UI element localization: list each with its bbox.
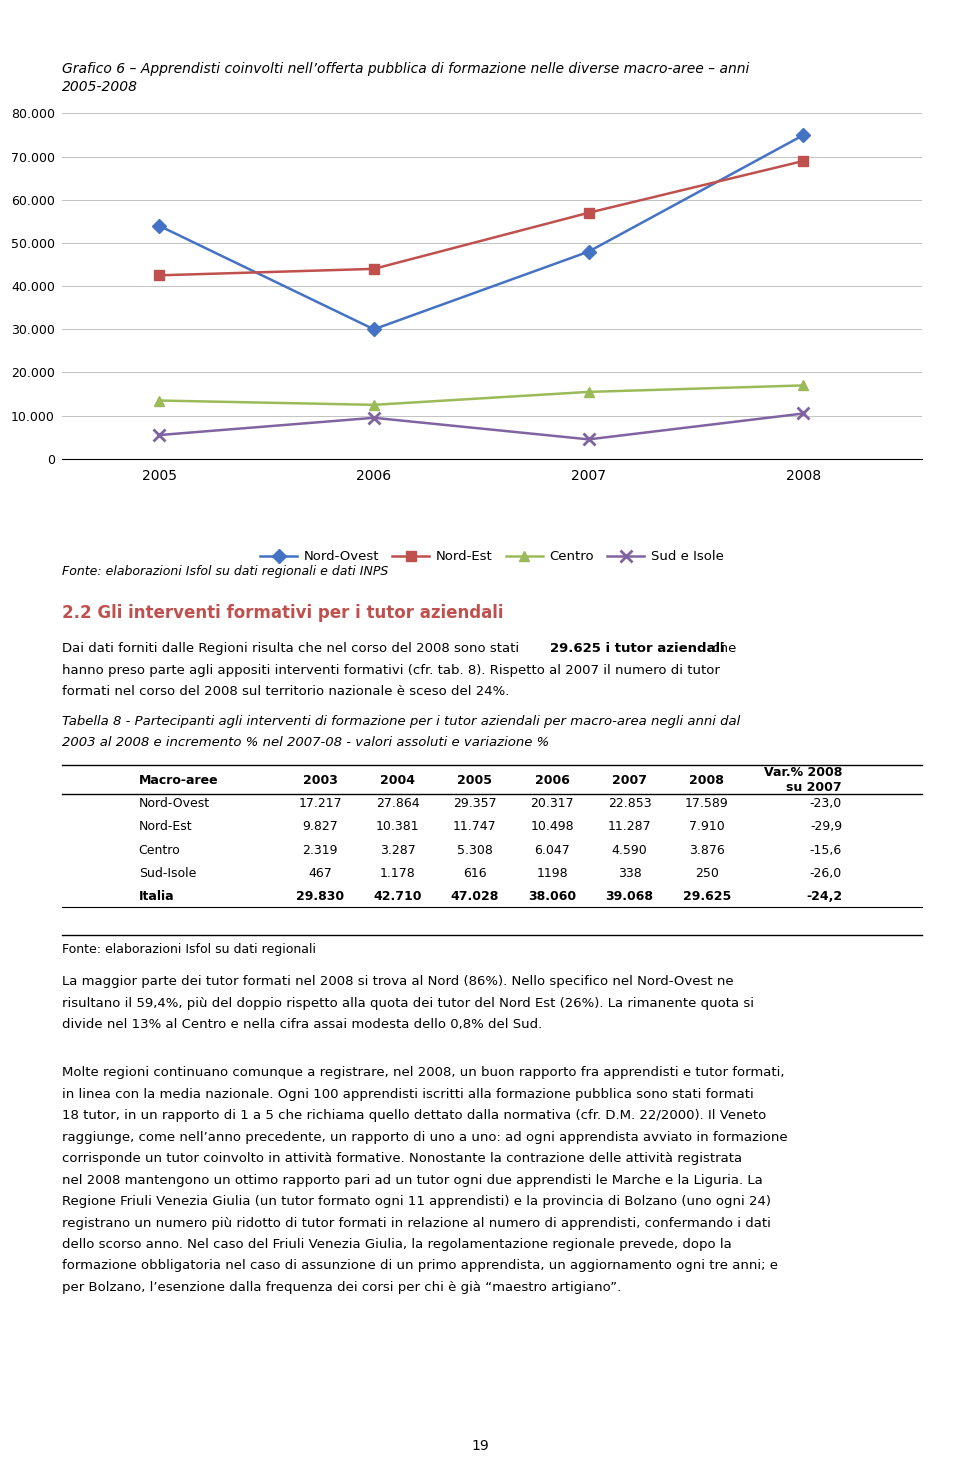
Text: 2005-2008: 2005-2008 (62, 80, 138, 93)
Text: 19: 19 (471, 1440, 489, 1453)
Centro (798, 376, 809, 394)
Centro (368, 397, 379, 414)
Text: 2.2 Gli interventi formativi per i tutor aziendali: 2.2 Gli interventi formativi per i tutor… (62, 604, 504, 622)
Text: 18 tutor, in un rapporto di 1 a 5 che richiama quello dettato dalla normativa (c: 18 tutor, in un rapporto di 1 a 5 che ri… (62, 1110, 767, 1122)
Text: per Bolzano, l’esenzione dalla frequenza dei corsi per chi è già “maestro artigi: per Bolzano, l’esenzione dalla frequenza… (62, 1282, 622, 1294)
Sud e Isole (154, 426, 165, 444)
Centro (154, 392, 165, 410)
Text: 29.625 i tutor aziendali: 29.625 i tutor aziendali (550, 642, 725, 656)
Text: che: che (708, 642, 737, 656)
Text: Dai dati forniti dalle Regioni risulta che nel corso del 2008 sono stati: Dai dati forniti dalle Regioni risulta c… (62, 642, 524, 656)
Line: Centro: Centro (155, 380, 808, 410)
Sud e Isole (583, 431, 594, 448)
Legend: Nord-Ovest, Nord-Est, Centro, Sud e Isole: Nord-Ovest, Nord-Est, Centro, Sud e Isol… (255, 545, 729, 568)
Text: hanno preso parte agli appositi interventi formativi (cfr. tab. 8). Rispetto al : hanno preso parte agli appositi interven… (62, 663, 720, 676)
Sud e Isole (798, 404, 809, 422)
Nord-Ovest (583, 243, 594, 260)
Text: divide nel 13% al Centro e nella cifra assai modesta dello 0,8% del Sud.: divide nel 13% al Centro e nella cifra a… (62, 1018, 542, 1032)
Text: in linea con la media nazionale. Ogni 100 apprendisti iscritti alla formazione p: in linea con la media nazionale. Ogni 10… (62, 1088, 755, 1101)
Text: 2003 al 2008 e incremento % nel 2007-08 - valori assoluti e variazione %: 2003 al 2008 e incremento % nel 2007-08 … (62, 736, 550, 749)
Text: corrisponde un tutor coinvolto in attività formative. Nonostante la contrazione : corrisponde un tutor coinvolto in attivi… (62, 1153, 742, 1165)
Nord-Est (583, 204, 594, 222)
Text: Molte regioni continuano comunque a registrare, nel 2008, un buon rapporto fra a: Molte regioni continuano comunque a regi… (62, 1067, 785, 1079)
Nord-Est (798, 152, 809, 170)
Text: Tabella 8 - Partecipanti agli interventi di formazione per i tutor aziendali per: Tabella 8 - Partecipanti agli interventi… (62, 715, 741, 728)
Text: Fonte: elaborazioni Isfol su dati regionali: Fonte: elaborazioni Isfol su dati region… (62, 943, 317, 956)
Nord-Ovest (368, 320, 379, 337)
Text: Fonte: elaborazioni Isfol su dati regionali e dati INPS: Fonte: elaborazioni Isfol su dati region… (62, 565, 389, 579)
Line: Nord-Ovest: Nord-Ovest (155, 130, 808, 334)
Text: formazione obbligatoria nel caso di assunzione di un primo apprendista, un aggio: formazione obbligatoria nel caso di assu… (62, 1259, 779, 1273)
Text: registrano un numero più ridotto di tutor formati in relazione al numero di appr: registrano un numero più ridotto di tuto… (62, 1217, 771, 1230)
Nord-Est (368, 260, 379, 278)
Text: La maggior parte dei tutor formati nel 2008 si trova al Nord (86%). Nello specif: La maggior parte dei tutor formati nel 2… (62, 975, 734, 989)
Line: Nord-Est: Nord-Est (155, 155, 808, 280)
Nord-Ovest (798, 126, 809, 144)
Sud e Isole (368, 408, 379, 426)
Text: raggiunge, come nell’anno precedente, un rapporto di uno a uno: ad ogni apprendi: raggiunge, come nell’anno precedente, un… (62, 1131, 788, 1144)
Text: dello scorso anno. Nel caso del Friuli Venezia Giulia, la regolamentazione regio: dello scorso anno. Nel caso del Friuli V… (62, 1239, 732, 1251)
Text: formati nel corso del 2008 sul territorio nazionale è sceso del 24%.: formati nel corso del 2008 sul territori… (62, 685, 510, 699)
Nord-Ovest (154, 216, 165, 234)
Line: Sud e Isole: Sud e Isole (154, 408, 809, 445)
Text: Regione Friuli Venezia Giulia (un tutor formato ogni 11 apprendisti) e la provin: Regione Friuli Venezia Giulia (un tutor … (62, 1196, 772, 1208)
Centro (583, 383, 594, 401)
Text: Grafico 6 – Apprendisti coinvolti nell’offerta pubblica di formazione nelle dive: Grafico 6 – Apprendisti coinvolti nell’o… (62, 62, 750, 75)
Text: risultano il 59,4%, più del doppio rispetto alla quota dei tutor del Nord Est (2: risultano il 59,4%, più del doppio rispe… (62, 998, 755, 1009)
Text: nel 2008 mantengono un ottimo rapporto pari ad un tutor ogni due apprendisti le : nel 2008 mantengono un ottimo rapporto p… (62, 1174, 763, 1187)
Nord-Est (154, 266, 165, 284)
